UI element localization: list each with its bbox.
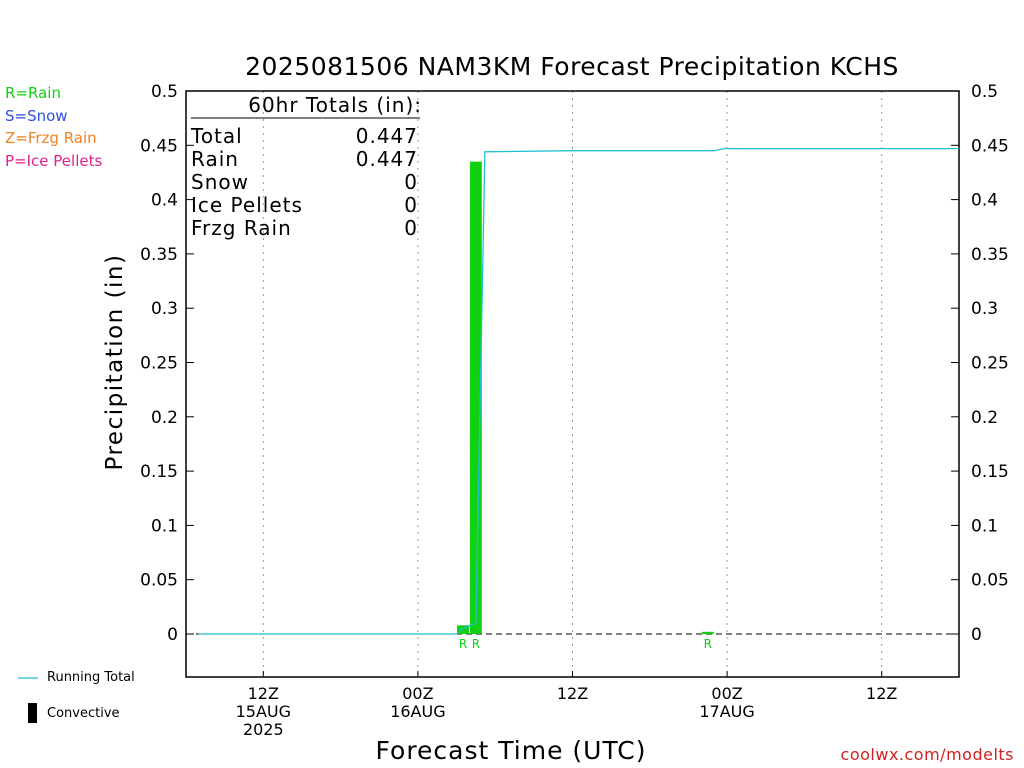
y-tick-label: 0.5 [971, 82, 998, 102]
totals-header: 60hr Totals (in): [248, 93, 422, 117]
y-tick-label: 0.4 [151, 191, 178, 211]
totals-row-label: Ice Pellets [191, 193, 303, 217]
x-tick-label: 17AUG [699, 702, 754, 721]
watermark: coolwx.com/modelts [840, 745, 1014, 764]
y-tick-label: 0.3 [971, 299, 998, 319]
y-axis-label: Precipitation (in) [102, 254, 128, 471]
legend-rain: R=Rain [5, 84, 61, 102]
y-axis-left: 0 0.05 0.1 0.15 0.2 0.25 0.3 0.35 0.4 0.45 0.5 [140, 82, 194, 645]
legend-freezing-rain: Z=Frzg Rain [5, 129, 97, 147]
grid-lines [262, 91, 883, 677]
totals-row-value: 0.447 [356, 147, 418, 171]
precip-type-label: R [704, 637, 712, 651]
y-tick-label: 0.5 [151, 82, 178, 102]
y-tick-label: 0.45 [140, 136, 178, 156]
chart-title: 2025081506 NAM3KM Forecast Precipitation… [245, 52, 899, 81]
y-tick-label: 0.3 [151, 299, 178, 319]
y-tick-label: 0.25 [971, 354, 1009, 374]
y-tick-label: 0 [971, 625, 982, 645]
y-tick-label: 0.15 [971, 462, 1009, 482]
y-tick-label: 0.35 [971, 245, 1009, 265]
y-tick-label: 0.4 [971, 191, 998, 211]
y-tick-label: 0.1 [151, 516, 178, 536]
precip-bar [701, 631, 714, 634]
totals-box: 60hr Totals (in): Total 0.447 Rain 0.447 Sno… [190, 93, 422, 240]
x-tick-label: 12Z [866, 684, 897, 703]
y-tick-label: 0.2 [151, 408, 178, 428]
precip-type-label: R [472, 637, 480, 651]
totals-row-label: Total [190, 124, 243, 148]
y-tick-label: 0.45 [971, 136, 1009, 156]
x-tick-label: 2025 [243, 720, 284, 739]
totals-rows: Total 0.447 Rain 0.447 Snow 0 Ice Pellets 0 Frzg… [190, 124, 418, 240]
y-tick-label: 0.35 [140, 245, 178, 265]
precip-type-label: R [459, 637, 467, 651]
y-tick-label: 0 [167, 625, 178, 645]
x-tick-label: 15AUG [236, 702, 291, 721]
x-axis-label: Forecast Time (UTC) [376, 736, 647, 765]
x-tick-label: 12Z [557, 684, 588, 703]
totals-row-label: Frzg Rain [191, 216, 292, 240]
running-total-line [198, 147, 959, 635]
y-tick-label: 0.25 [140, 354, 178, 374]
y-tick-label: 0.15 [140, 462, 178, 482]
x-tick-label: 00Z [711, 684, 742, 703]
legend-snow: S=Snow [5, 106, 68, 125]
totals-row-value: 0.447 [356, 124, 418, 148]
y-tick-label: 0.05 [140, 571, 178, 591]
precip-bars [457, 161, 714, 634]
y-tick-label: 0.1 [971, 516, 998, 536]
convective-legend-swatch [28, 703, 37, 723]
running-total-legend-label: Running Total [47, 670, 135, 685]
x-tick-label: 00Z [402, 684, 433, 703]
y-axis-right: 0 0.05 0.1 0.15 0.2 0.25 0.3 0.35 0.4 0.45 0.5 [951, 82, 1009, 645]
x-tick-label: 16AUG [390, 702, 445, 721]
totals-row-label: Rain [191, 147, 239, 171]
y-tick-label: 0.05 [971, 571, 1009, 591]
precip-bar [469, 161, 482, 634]
x-tick-label: 12Z [248, 684, 279, 703]
totals-row-label: Snow [191, 170, 249, 194]
legend-ice-pellets: P=Ice Pellets [5, 151, 103, 170]
totals-row-value: 0 [404, 193, 418, 217]
convective-legend-label: Convective [47, 706, 120, 721]
precip-bar [457, 625, 469, 634]
totals-row-value: 0 [404, 216, 418, 240]
totals-row-value: 0 [404, 170, 418, 194]
precip-type-legend: R=Rain S=Snow Z=Frzg Rain P=Ice Pellets [5, 82, 102, 172]
y-tick-label: 0.2 [971, 408, 998, 428]
